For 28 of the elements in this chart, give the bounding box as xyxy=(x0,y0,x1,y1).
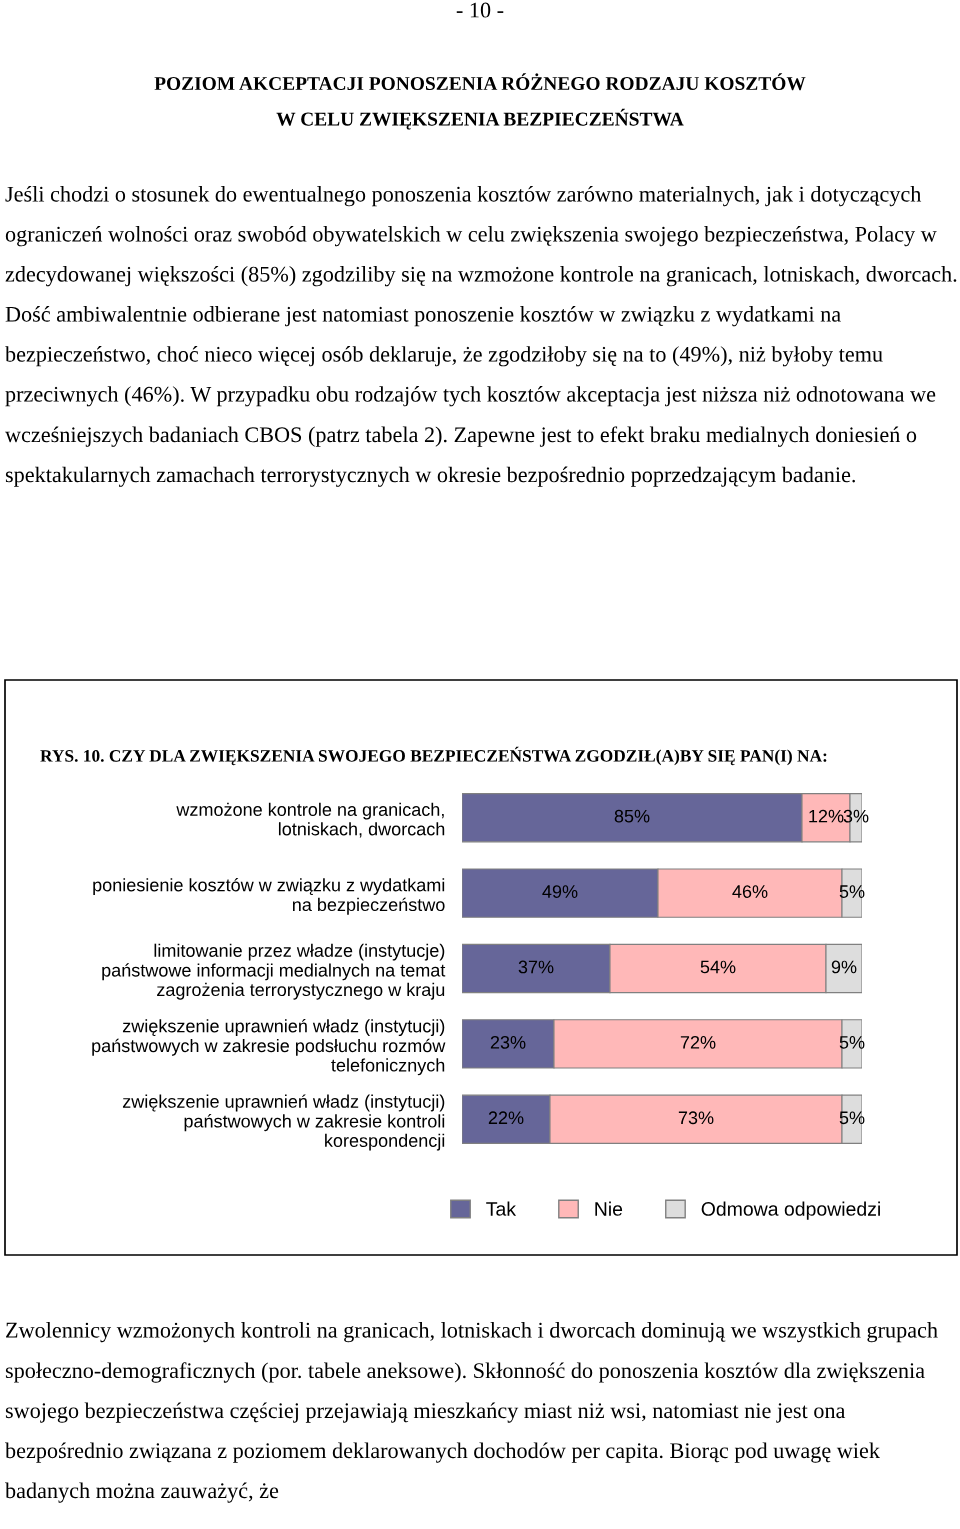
data-label: 22% xyxy=(488,1111,524,1125)
data-label: 73% xyxy=(678,1111,714,1125)
data-label: 12% xyxy=(809,809,844,823)
data-label: 37% xyxy=(518,960,554,974)
data-label: 5% xyxy=(839,1111,865,1125)
data-label: 85% xyxy=(614,809,650,823)
y-tick-label: wzmożone kontrole na granicach, lotniskach, dworcach xyxy=(176,802,445,838)
data-label: 3% xyxy=(843,809,869,823)
data-label: 9% xyxy=(831,960,857,974)
legend-label: Tak xyxy=(486,1201,517,1216)
text: Zwolennicy wzmożonych kontroli na granicach, lotniskach i dworcach dominują we wszystkich grupach społeczno-demograficznych (por. tabele aneksowe). Skłonność do ponoszenia kosztów dla zwiększenia swojego bezpieczeństwa częściej przejawiają mieszkańcy miast niż wsi, natomiast nie jest ona bezpośrednio związana z poziomem deklarowanych dochodów per capita. Biorąc pod uwagę wiek badanych można zauważyć, że xyxy=(5,1322,938,1503)
y-tick-label: zwiększenie uprawnień władz (instytucji) państwowych w zakresie podsłuchu rozmów telefonicznych xyxy=(92,1018,446,1076)
data-label: 49% xyxy=(542,885,578,898)
text: Jeśli chodzi o stosunek do ewentualnego ponoszenia kosztów zarówno materialnych, jak i dotyczących ograniczeń wolności oraz swobód obywatelskich w celu zwiększenia swojego bezpieczeństwa, Polacy w zdecydowanej większości (85%) zgodziliby się na wzmożone kontrole na granicach, lotniskach, dworcach. Dość ambiwalentnie odbierane jest natomiast ponoszenie kosztów w związku z wydatkami na bezpieczeństwo, choć nieco więcej osób deklaruje, że zgodziłoby się na to (49%), niż byłoby temu przeciwnych (46%). W przypadku obu rodzajów tych kosztów akceptacja jest niższa niż odnotowana we wcześniejszych badaniach CBOS (patrz tabela 2). Zapewne jest to efekt braku medialnych doniesień o spektakularnych zamachach terrorystycznych w okresie bezpośrednio poprzedzającym badanie. xyxy=(5,186,957,487)
data-label: 23% xyxy=(490,1035,526,1049)
data-label: 5% xyxy=(839,885,865,898)
data-label: 54% xyxy=(700,960,736,974)
y-tick-label: zwiększenie uprawnień władz (instytucji) państwowych w zakresie kontroli korespondencji xyxy=(122,1094,445,1151)
y-tick-label: poniesienie kosztów w związku z wydatkami na bezpieczeństwo xyxy=(93,877,445,915)
text: - 10 - xyxy=(456,2,504,18)
y-tick-label: limitowanie przez władze (instytucje) państwowe informacji medialnych na temat zagrożenia terrorystycznego w kraju xyxy=(102,943,446,1000)
legend-label: Nie xyxy=(595,1201,623,1216)
data-label: 46% xyxy=(732,885,768,898)
legend-label: Odmowa odpowiedzi xyxy=(701,1201,880,1220)
text: POZIOM AKCEPTACJI PONOSZENIA RÓŻNEGO RODZAJU KOSZTÓW W CELU ZWIĘKSZENIA BEZPIECZEŃSTWA xyxy=(154,73,806,130)
data-label: 72% xyxy=(680,1035,716,1049)
chart-title: RYS. 10. CZY DLA ZWIĘKSZENIA SWOJEGO BEZPIECZEŃSTWA ZGODZIŁ(A)BY SIĘ PAN(I) NA: xyxy=(40,746,827,766)
data-label: 5% xyxy=(839,1036,865,1049)
